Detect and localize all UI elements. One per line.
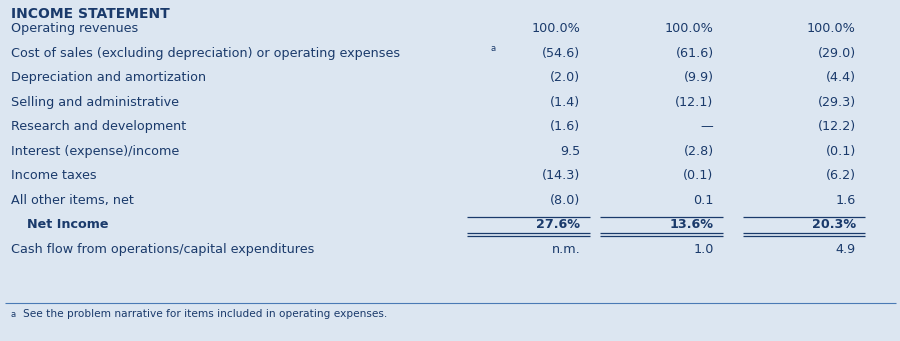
- Text: (29.3): (29.3): [817, 96, 856, 109]
- Text: Research and development: Research and development: [11, 120, 186, 133]
- Text: (9.9): (9.9): [683, 71, 714, 84]
- Text: (29.0): (29.0): [817, 47, 856, 60]
- Text: Depreciation and amortization: Depreciation and amortization: [11, 71, 206, 84]
- Text: 0.1: 0.1: [693, 194, 714, 207]
- Text: Cost of sales (excluding depreciation) or operating expenses: Cost of sales (excluding depreciation) o…: [11, 47, 400, 60]
- Text: —: —: [701, 120, 714, 133]
- Text: 100.0%: 100.0%: [806, 22, 856, 35]
- Text: 27.6%: 27.6%: [536, 218, 580, 231]
- Text: 1.0: 1.0: [693, 243, 714, 256]
- Text: (54.6): (54.6): [542, 47, 580, 60]
- Text: 100.0%: 100.0%: [531, 22, 580, 35]
- Text: 100.0%: 100.0%: [664, 22, 714, 35]
- Text: Interest (expense)/income: Interest (expense)/income: [11, 145, 179, 158]
- Text: (12.2): (12.2): [817, 120, 856, 133]
- Text: Selling and administrative: Selling and administrative: [11, 96, 179, 109]
- Text: (14.3): (14.3): [542, 169, 580, 182]
- Text: 9.5: 9.5: [560, 145, 580, 158]
- Text: a: a: [491, 44, 496, 53]
- Text: (2.8): (2.8): [683, 145, 714, 158]
- Text: 4.9: 4.9: [835, 243, 856, 256]
- Text: Operating revenues: Operating revenues: [11, 22, 138, 35]
- Text: (8.0): (8.0): [550, 194, 580, 207]
- Text: (0.1): (0.1): [683, 169, 714, 182]
- Text: (12.1): (12.1): [675, 96, 714, 109]
- Text: Cash flow from operations/capital expenditures: Cash flow from operations/capital expend…: [11, 243, 314, 256]
- Text: (2.0): (2.0): [550, 71, 580, 84]
- Text: Income taxes: Income taxes: [11, 169, 96, 182]
- Text: All other items, net: All other items, net: [11, 194, 134, 207]
- Text: See the problem narrative for items included in operating expenses.: See the problem narrative for items incl…: [23, 309, 388, 319]
- Text: (6.2): (6.2): [825, 169, 856, 182]
- Text: n.m.: n.m.: [552, 243, 581, 256]
- Text: INCOME STATEMENT: INCOME STATEMENT: [11, 7, 169, 21]
- Text: (61.6): (61.6): [675, 47, 714, 60]
- Text: 1.6: 1.6: [835, 194, 856, 207]
- Text: (1.4): (1.4): [550, 96, 580, 109]
- Text: Net Income: Net Income: [27, 218, 109, 231]
- Text: a: a: [11, 310, 16, 319]
- Text: (1.6): (1.6): [550, 120, 580, 133]
- Text: (0.1): (0.1): [825, 145, 856, 158]
- Text: 13.6%: 13.6%: [670, 218, 714, 231]
- Text: (4.4): (4.4): [825, 71, 856, 84]
- Text: 20.3%: 20.3%: [812, 218, 856, 231]
